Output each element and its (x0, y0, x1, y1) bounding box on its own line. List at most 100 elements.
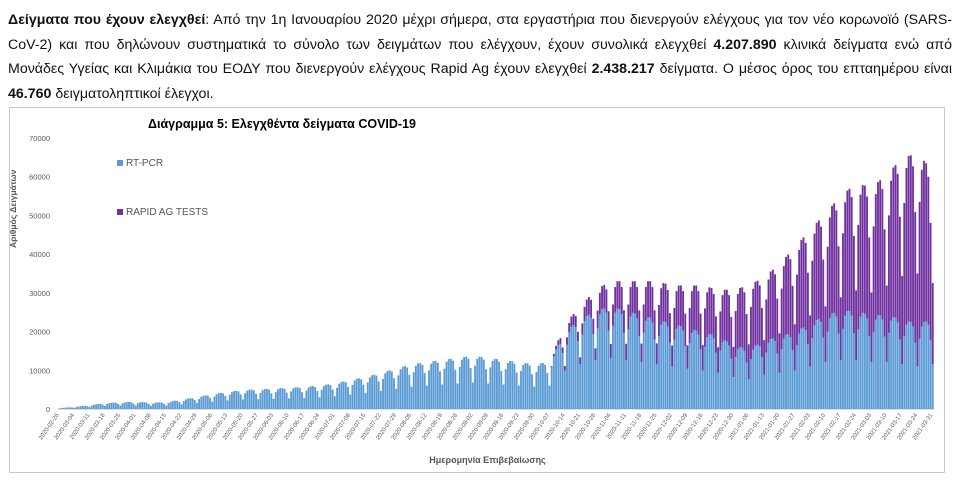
bar-rapid (596, 310, 599, 329)
bar-rtpcr (585, 315, 588, 409)
bar-rtpcr (787, 334, 790, 409)
bar-rapid (559, 338, 562, 344)
bar-rtpcr (469, 368, 472, 409)
bar-rtpcr (428, 370, 430, 409)
bar-rtpcr (202, 395, 205, 409)
bar-rtpcr (329, 385, 332, 409)
bar-rtpcr (187, 398, 190, 409)
bar-rapid (620, 287, 623, 315)
bar-rtpcr (520, 370, 522, 409)
bar-rtpcr (767, 342, 770, 409)
bar-rapid (796, 274, 798, 346)
bar-rtpcr (386, 370, 389, 409)
bar-rtpcr (620, 314, 623, 409)
bar-rapid (763, 340, 766, 375)
bar-rtpcr (139, 402, 141, 409)
bar-rtpcr (303, 397, 306, 409)
bar-rapid (557, 340, 560, 346)
bar-rtpcr (890, 320, 893, 409)
bar-rtpcr (305, 390, 308, 409)
bar-rapid (756, 280, 759, 345)
bar-rtpcr (213, 396, 216, 409)
bar-rapid (776, 298, 779, 354)
bar-rtpcr (855, 360, 858, 409)
bar-rapid (888, 215, 890, 333)
bar-rapid (664, 283, 667, 323)
bar-rtpcr (325, 384, 328, 409)
bar-rapid (563, 366, 566, 371)
bar-rtpcr (211, 401, 214, 409)
bar-rtpcr (307, 387, 310, 409)
bar-rtpcr (314, 386, 317, 409)
bar-rtpcr (658, 336, 660, 409)
bar-rapid (647, 281, 649, 318)
bar-rtpcr (918, 338, 921, 409)
bar-rapid (697, 291, 700, 335)
bar-rtpcr (914, 342, 917, 409)
bar-rapid (765, 299, 768, 353)
bar-rtpcr (106, 404, 109, 409)
chart-title: Διάγραμμα 5: Ελεγχθέντα δείγματα COVID-1… (148, 117, 416, 131)
bar-rtpcr (397, 375, 400, 409)
bar-rtpcr (561, 353, 564, 409)
bar-rtpcr (647, 317, 649, 409)
bar-rtpcr (526, 363, 529, 409)
bar-rtpcr (379, 390, 382, 409)
bar-rapid (631, 281, 634, 313)
bar-rtpcr (776, 353, 779, 409)
bar-rtpcr (360, 379, 363, 409)
bar-rtpcr (555, 349, 557, 409)
bar-rapid (601, 286, 603, 310)
bar-rtpcr (272, 398, 275, 409)
bar-rtpcr (338, 383, 341, 409)
bar-rapid (636, 287, 639, 319)
bar-rtpcr (798, 333, 801, 409)
bar-rtpcr (614, 312, 617, 409)
bar-rapid (789, 259, 792, 337)
bar-rtpcr (224, 396, 227, 409)
bar-rapid (640, 343, 643, 363)
bar-rtpcr (112, 402, 115, 409)
bar-rtpcr (432, 361, 435, 409)
bar-rapid (920, 169, 923, 327)
bar-rtpcr (414, 365, 417, 409)
bar-rapid (627, 304, 630, 330)
bar-rapid (625, 343, 628, 361)
bar-rtpcr (894, 317, 897, 409)
bar-rtpcr (395, 388, 398, 409)
bar-rtpcr (789, 336, 792, 409)
bar-rtpcr (743, 350, 746, 409)
bar-rapid (817, 220, 820, 319)
bar-rapid (809, 315, 812, 367)
bar-rtpcr (570, 326, 573, 409)
bar-rtpcr (128, 401, 130, 409)
bar-rtpcr (839, 360, 842, 409)
bar-rtpcr (791, 350, 794, 409)
y-tick-label: 70000 (29, 134, 50, 143)
bar-rtpcr (171, 401, 174, 409)
bar-rtpcr (248, 389, 251, 409)
bar-rtpcr (390, 371, 393, 409)
bar-rtpcr (732, 377, 735, 409)
bar-rtpcr (544, 364, 547, 409)
bar-rtpcr (607, 330, 610, 409)
bar-rtpcr (287, 398, 290, 409)
bar-rapid (566, 337, 568, 345)
bar-rtpcr (866, 318, 868, 409)
bar-rtpcr (250, 389, 253, 409)
bar-rtpcr (316, 391, 319, 409)
bar-rtpcr (920, 326, 923, 409)
bar-rtpcr (191, 398, 194, 409)
bar-rtpcr (817, 318, 820, 409)
bar-rtpcr (675, 328, 678, 409)
bar-rtpcr (233, 391, 236, 409)
bar-rtpcr (327, 384, 330, 409)
bar-rtpcr (774, 341, 776, 409)
bar-rapid (712, 294, 715, 339)
bar-rapid (844, 202, 847, 316)
bar-rtpcr (77, 406, 80, 409)
bar-rtpcr (815, 320, 818, 409)
bar-rtpcr (421, 364, 424, 409)
bar-rapid (758, 285, 761, 347)
bar-rtpcr (349, 394, 352, 409)
